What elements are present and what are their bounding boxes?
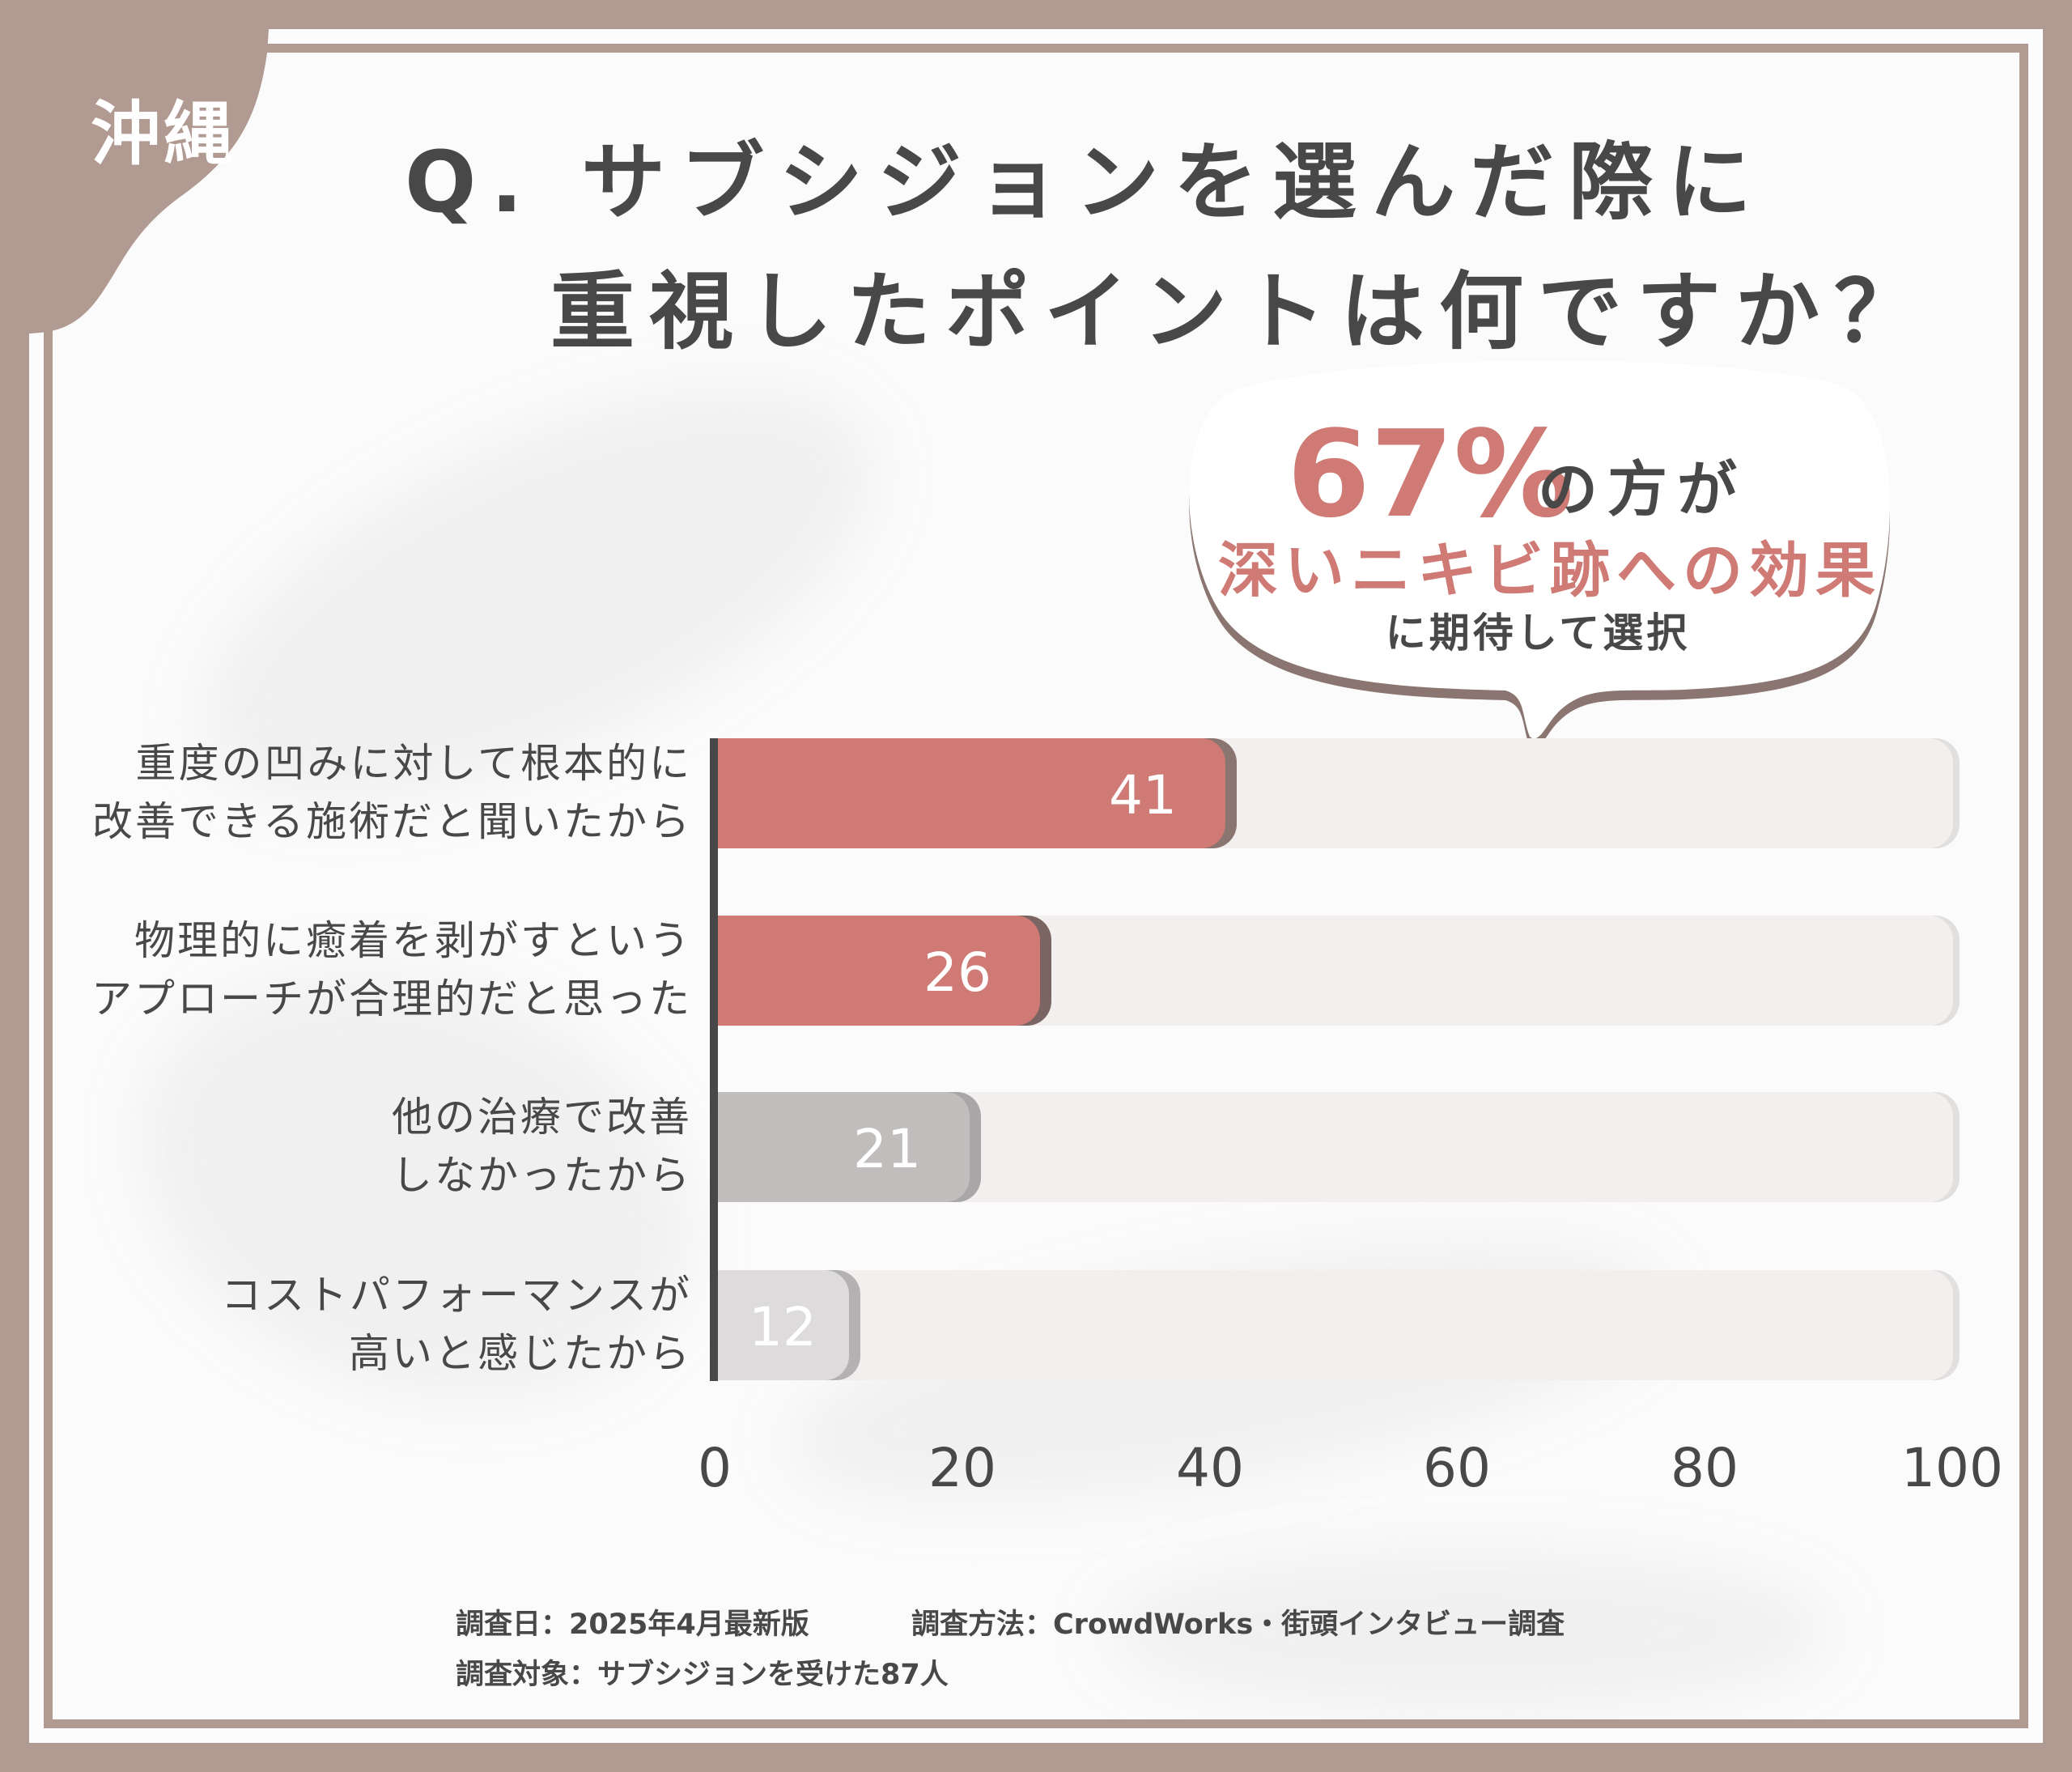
bar-track <box>718 1270 1953 1380</box>
footnote-date: 調査日：2025年4月最新版 <box>456 1608 809 1641</box>
callout-tail: に期待して選択 <box>1385 610 1691 657</box>
background-shadow <box>1105 1550 1833 1712</box>
x-tick: 60 <box>1423 1437 1491 1499</box>
callout-suffix: の方が <box>1538 455 1747 525</box>
bar-value: 26 <box>923 941 991 1004</box>
label-line: 重度の凹みに対して根本的に <box>135 740 692 787</box>
speech-bubble <box>1189 360 1890 749</box>
x-tick: 80 <box>1671 1437 1739 1499</box>
bar-row-1: 41 <box>718 738 1225 848</box>
label-line: 物理的に癒着を剥がすという <box>134 917 692 964</box>
page-title-line1: Q. サブシジョンを選んだ際に <box>405 133 1767 232</box>
x-tick: 20 <box>928 1437 996 1499</box>
corner-blob <box>0 0 413 356</box>
label-line: 他の治療で改善 <box>392 1094 692 1141</box>
category-label-4: コストパフォーマンスが 高いと感じたから <box>221 1266 692 1383</box>
bar-value: 21 <box>853 1118 921 1180</box>
category-label-3: 他の治療で改善 しなかったから <box>392 1088 692 1205</box>
page-title-line2: 重視したポイントは何ですか？ <box>550 262 1934 361</box>
x-tick: 100 <box>1901 1437 2003 1499</box>
footnote-target: 調査対象：サブシジョンを受けた87人 <box>456 1659 949 1691</box>
content-panel <box>53 53 2019 1719</box>
label-line: 改善できる施術だと聞いたから <box>92 798 692 845</box>
x-tick: 0 <box>698 1437 732 1499</box>
bar-value: 12 <box>749 1296 817 1358</box>
label-line: しなかったから <box>392 1152 692 1199</box>
callout-highlight: 深いニキビ跡への効果 <box>1218 536 1882 606</box>
label-line: 高いと感じたから <box>349 1330 692 1377</box>
category-label-2: 物理的に癒着を剥がすという アプローチが合理的だと思った <box>91 911 692 1028</box>
region-badge: 沖縄 <box>91 94 236 175</box>
bar-value: 41 <box>1109 764 1177 827</box>
label-line: コストパフォーマンスが <box>221 1272 692 1319</box>
bar-row-2: 26 <box>718 916 1040 1026</box>
x-tick: 40 <box>1176 1437 1244 1499</box>
footnote-method: 調査方法：CrowdWorks・街頭インタビュー調査 <box>911 1608 1565 1641</box>
bar-row-4: 12 <box>718 1270 849 1380</box>
category-label-1: 重度の凹みに対して根本的に 改善できる施術だと聞いたから <box>92 734 692 851</box>
y-axis-line <box>710 738 718 1381</box>
bar-row-3: 21 <box>718 1092 970 1202</box>
label-line: アプローチが合理的だと思った <box>91 975 692 1022</box>
callout-percent: 67% <box>1287 405 1574 544</box>
